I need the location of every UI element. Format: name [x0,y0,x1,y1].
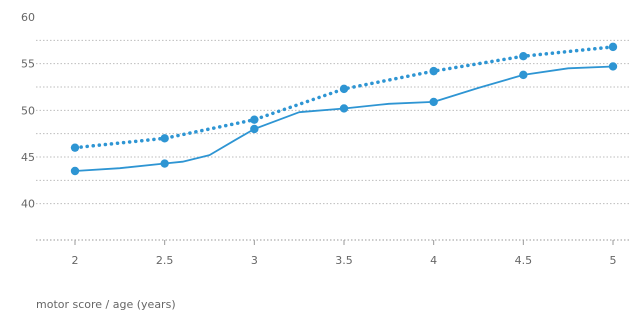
y-tick-label: 60 [21,11,35,24]
series-line-solid [74,65,614,172]
data-point-solid [70,166,80,176]
data-point-dotted [608,42,618,52]
data-point-dotted [160,134,169,143]
data-point-solid [250,124,259,134]
x-tick-label: 5 [610,254,617,267]
data-point-solid [160,159,169,168]
data-point-dotted [339,84,349,94]
x-tick-label: 4.5 [515,254,533,267]
data-point-dotted [250,115,259,124]
x-tick-label: 2.5 [156,254,174,267]
data-point-solid [519,70,528,80]
y-tick-label: 50 [21,104,35,117]
x-tick-label: 4 [430,254,437,267]
x-tick-label: 3 [251,254,258,267]
x-tick-label: 2 [72,254,79,267]
chart-caption: motor score / age (years) [36,298,176,311]
data-point-dotted [429,66,438,76]
data-point-dotted [70,143,80,152]
data-point-solid [608,62,618,71]
data-point-dotted [519,52,528,61]
y-tick-label: 45 [21,151,35,164]
y-tick-label: 55 [21,58,35,71]
x-tick-label: 3.5 [335,254,353,267]
data-point-solid [429,97,438,107]
data-point-solid [339,104,349,113]
series-line-dotted [73,45,615,150]
y-tick-label: 40 [21,198,35,211]
